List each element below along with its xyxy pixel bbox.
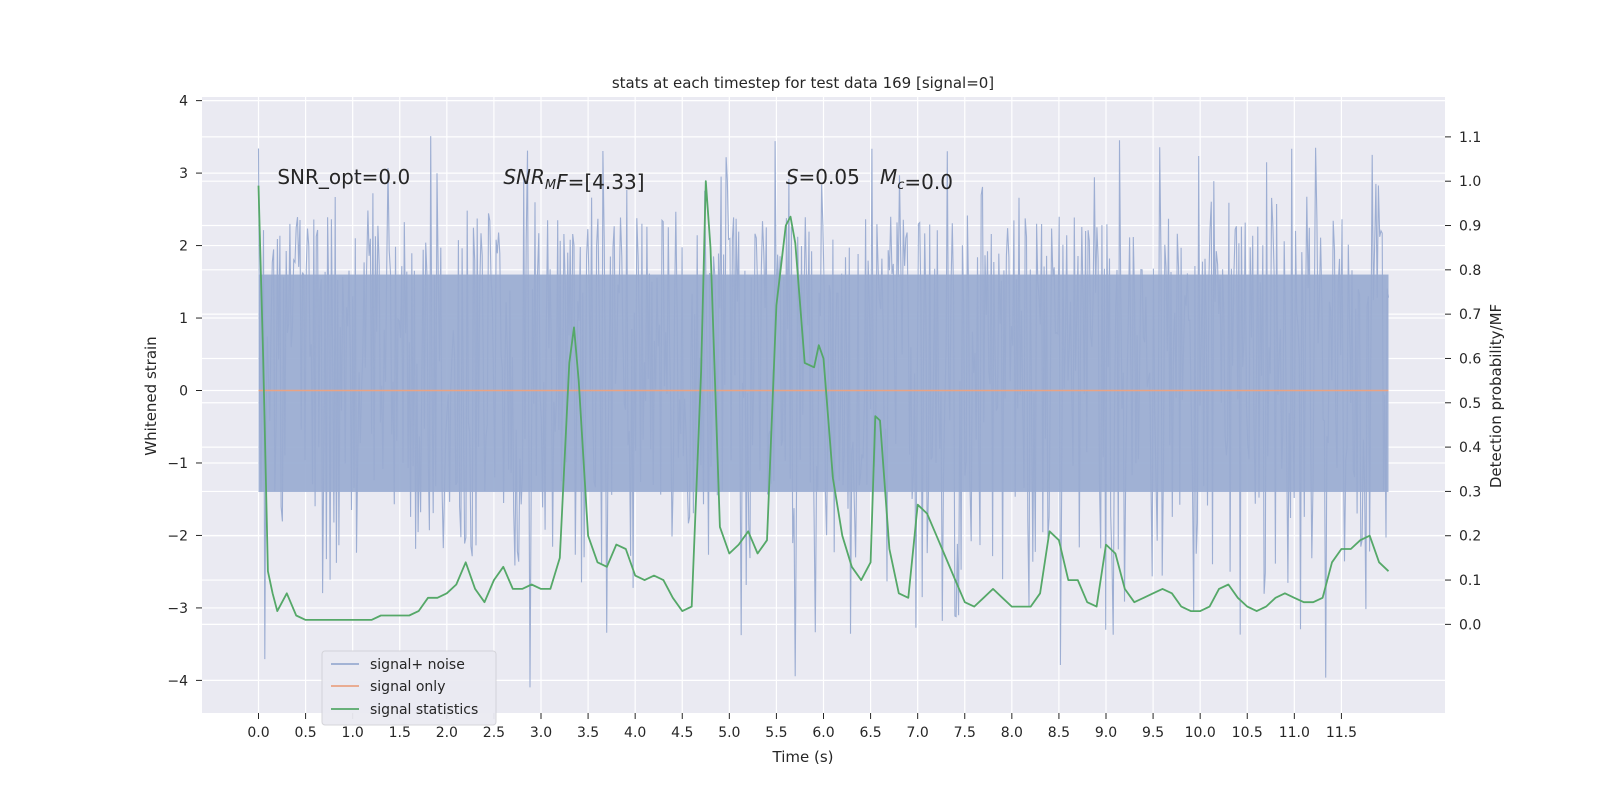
y-tick-label-0: −4 <box>167 673 188 689</box>
y-axis-left: −4 −3 −2 −1 0 1 2 3 4 <box>167 94 202 689</box>
y-tick-label-1: −3 <box>167 601 188 617</box>
y2-tick-label-0: 0.0 <box>1459 617 1481 633</box>
annotation-mc: Mc=0.0 <box>880 165 953 194</box>
y-tick-label-5: 1 <box>179 311 188 327</box>
legend-frame <box>321 650 497 726</box>
x-tick-label-23: 11.5 <box>1326 725 1357 741</box>
chart-title: stats at each timestep for test data 169… <box>612 74 994 92</box>
x-tick-label-3: 1.5 <box>389 725 411 741</box>
y2-tick-label-6: 0.6 <box>1459 351 1481 367</box>
x-tick-label-8: 4.0 <box>624 725 646 741</box>
x-tick-label-20: 10.0 <box>1185 725 1216 741</box>
legend-label-signal-only: signal only <box>370 679 445 695</box>
x-tick-label-15: 7.5 <box>954 725 976 741</box>
y2-tick-label-4: 0.4 <box>1459 440 1481 456</box>
y2-tick-label-2: 0.2 <box>1459 529 1481 545</box>
y-axis-title: Whitened strain <box>142 336 160 455</box>
y2-tick-label-5: 0.5 <box>1459 396 1481 412</box>
y2-tick-label-9: 0.9 <box>1459 219 1481 235</box>
x-tick-label-11: 5.5 <box>765 725 787 741</box>
x-tick-label-19: 9.5 <box>1142 725 1164 741</box>
signal-noise-line <box>257 136 1390 688</box>
x-tick-label-16: 8.0 <box>1001 725 1023 741</box>
y2-tick-label-11: 1.1 <box>1459 130 1481 146</box>
y2-tick-label-1: 0.1 <box>1459 573 1481 589</box>
legend-label-signal-statistics: signal statistics <box>370 702 478 718</box>
annotation-snr-mf: SNRMF=[4.33] <box>503 165 644 194</box>
annotation-s-stat: S=0.05 <box>786 165 860 189</box>
y-tick-label-4: 0 <box>179 384 188 400</box>
x-axis-title: Time (s) <box>772 748 834 766</box>
x-axis: 0.0 0.5 1.0 1.5 2.0 2.5 3.0 3.5 4.0 4.5 5.0 5.5 6.0 6… <box>247 713 1357 741</box>
x-tick-label-5: 2.5 <box>483 725 505 741</box>
y-axis-right: 0.0 0.1 0.2 0.3 0.4 0.5 0.6 0.7 0.8 0.9 1.0 1.1 <box>1445 130 1481 633</box>
x-tick-label-2: 1.0 <box>342 725 364 741</box>
y-tick-label-7: 3 <box>179 166 188 182</box>
x-tick-label-4: 2.0 <box>436 725 458 741</box>
annotations: SNR_opt=0.0 SNRMF=[4.33] S=0.05 Mc=0.0 <box>277 165 953 194</box>
x-tick-label-17: 8.5 <box>1048 725 1070 741</box>
legend-label-signal-noise: signal+ noise <box>370 657 465 673</box>
x-tick-label-6: 3.0 <box>530 725 552 741</box>
y-tick-label-3: −1 <box>167 456 188 472</box>
x-tick-label-14: 7.0 <box>907 725 929 741</box>
series-layer <box>257 136 1390 688</box>
y2-axis-title: Detection probability/MF <box>1487 304 1505 488</box>
x-tick-label-13: 6.5 <box>859 725 881 741</box>
y-tick-label-2: −2 <box>167 528 188 544</box>
annotation-snr-opt: SNR_opt=0.0 <box>277 165 410 189</box>
x-tick-label-0: 0.0 <box>247 725 269 741</box>
x-tick-label-18: 9.0 <box>1095 725 1117 741</box>
x-tick-label-12: 6.0 <box>812 725 834 741</box>
y2-tick-label-8: 0.8 <box>1459 263 1481 279</box>
signal-statistics-line <box>257 180 1390 621</box>
y2-tick-label-3: 0.3 <box>1459 484 1481 500</box>
y-tick-label-6: 2 <box>179 239 188 255</box>
x-tick-label-1: 0.5 <box>294 725 316 741</box>
x-tick-label-9: 4.5 <box>671 725 693 741</box>
x-tick-label-21: 10.5 <box>1232 725 1263 741</box>
x-tick-label-22: 11.0 <box>1279 725 1310 741</box>
y-tick-label-8: 4 <box>179 94 188 110</box>
x-tick-label-7: 3.5 <box>577 725 599 741</box>
y2-tick-label-10: 1.0 <box>1459 174 1481 190</box>
x-tick-label-10: 5.0 <box>718 725 740 741</box>
y2-tick-label-7: 0.7 <box>1459 307 1481 323</box>
legend: signal+ noise signal only signal statist… <box>321 650 497 726</box>
